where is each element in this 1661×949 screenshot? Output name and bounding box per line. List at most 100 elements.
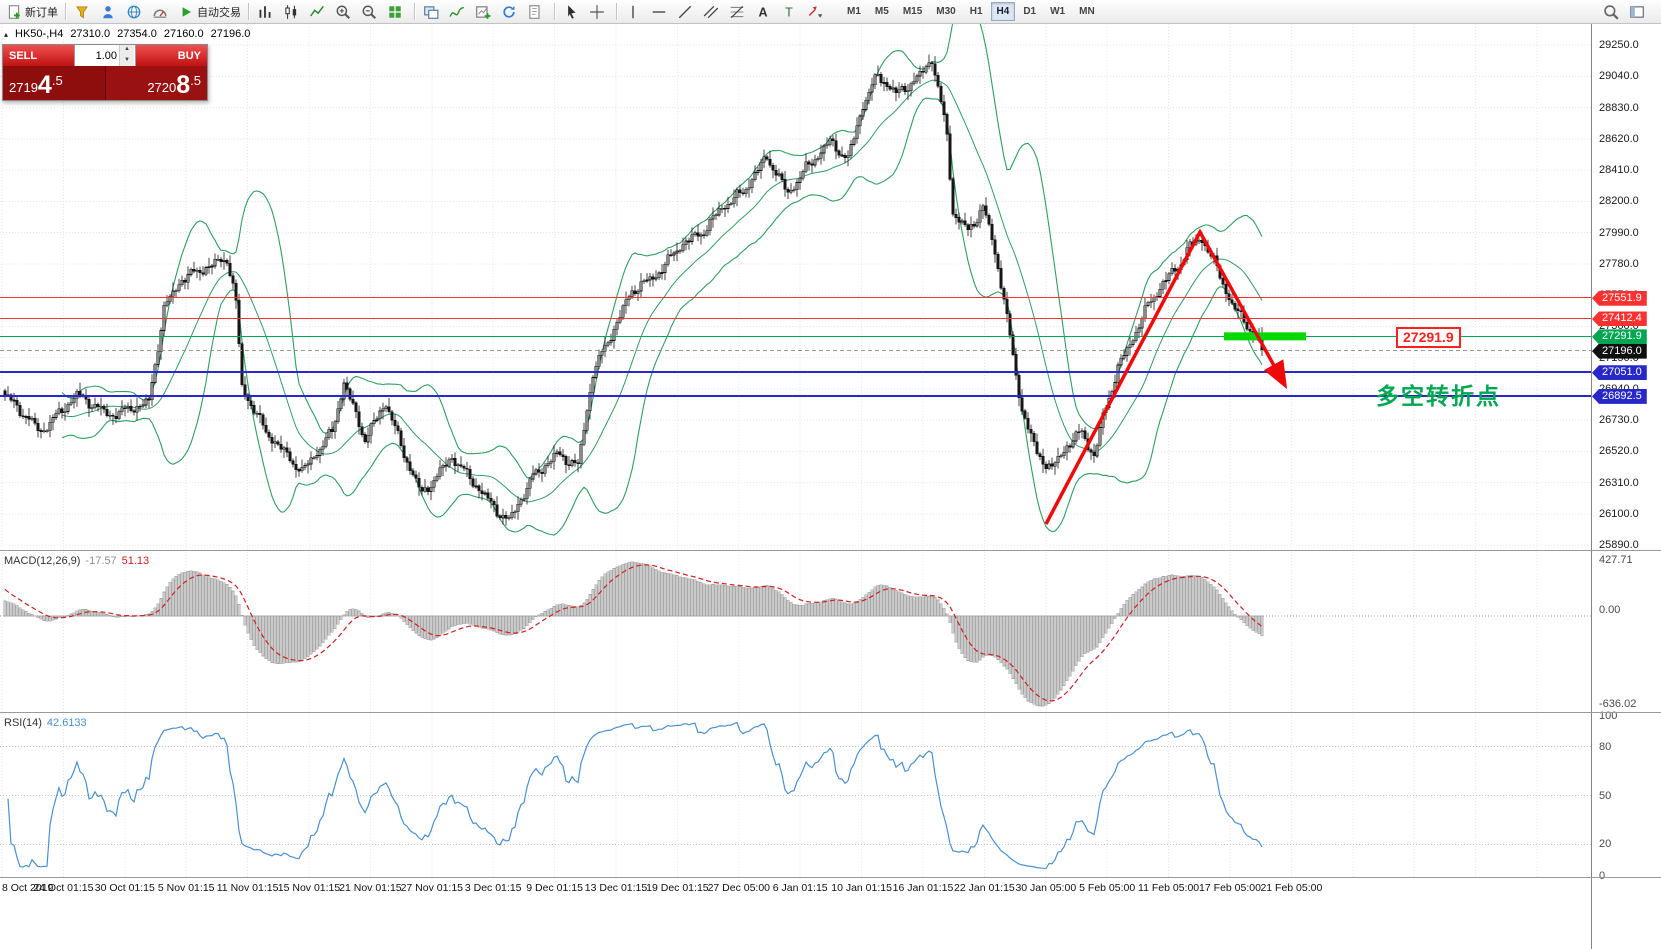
market-watch-button[interactable] bbox=[71, 1, 97, 23]
panel-separator[interactable] bbox=[0, 550, 1661, 551]
price-chart-canvas[interactable] bbox=[0, 24, 1591, 550]
turning-point-note[interactable]: 多空转折点 bbox=[1376, 383, 1501, 409]
time-label: 17 Feb 05:00 bbox=[1199, 882, 1261, 894]
text-icon: A bbox=[758, 5, 767, 19]
strategy-tester-button[interactable] bbox=[149, 1, 175, 23]
time-label: 13 Dec 01:15 bbox=[584, 882, 648, 894]
time-label: 6 Jan 01:15 bbox=[772, 882, 828, 894]
channel-tool-button[interactable] bbox=[700, 1, 726, 23]
timeframe-m5-button[interactable]: M5 bbox=[874, 6, 889, 17]
macd-panel-canvas[interactable] bbox=[0, 552, 1591, 712]
time-label: 30 Jan 05:00 bbox=[1015, 882, 1077, 894]
panel-separator[interactable] bbox=[0, 877, 1661, 878]
bars-icon bbox=[259, 5, 271, 18]
toolbar-separator bbox=[248, 3, 250, 20]
fibonacci-tool-button[interactable] bbox=[726, 1, 752, 23]
indicators-list-button[interactable] bbox=[446, 1, 472, 23]
volume-up-button[interactable]: ▲ bbox=[120, 45, 134, 56]
time-label: 22 Jan 01:15 bbox=[954, 882, 1015, 894]
timeframe-m1-button[interactable]: M1 bbox=[847, 6, 861, 17]
navigator-button[interactable] bbox=[97, 1, 123, 23]
buy-button[interactable]: BUY bbox=[136, 45, 207, 66]
y-axis-tick: 25890.0 bbox=[1599, 539, 1639, 551]
sell-price[interactable]: 2719 4.5 bbox=[3, 66, 105, 100]
timeframe-h1-button[interactable]: H1 bbox=[969, 6, 983, 17]
rsi-scale-80: 80 bbox=[1599, 740, 1612, 753]
vertical-line-tool-button[interactable] bbox=[622, 1, 648, 23]
price-scale[interactable]: 29250.0 29040.0 28830.0 28620.0 28410.0 28200… bbox=[1591, 24, 1661, 949]
search-button[interactable] bbox=[1600, 1, 1626, 23]
globe-icon bbox=[127, 5, 141, 18]
cursor-tool-button[interactable] bbox=[560, 1, 586, 23]
toolbar-separator bbox=[65, 3, 67, 20]
volume-down-button[interactable]: ▼ bbox=[120, 55, 134, 66]
tile-windows-button[interactable] bbox=[384, 1, 410, 23]
templates-button[interactable] bbox=[524, 1, 550, 23]
timeframe-m15-button[interactable]: M15 bbox=[902, 6, 923, 17]
price-level-tag: 27051.0 bbox=[1592, 365, 1647, 381]
person-icon bbox=[103, 5, 113, 18]
toolbar-separator bbox=[554, 3, 556, 20]
timeframe-m30-button[interactable]: M30 bbox=[936, 6, 956, 17]
toolbar: 新订单 自动交易 A T M1 M5 M15 M30 H1 H4 D1 W1 MN bbox=[0, 0, 1661, 24]
bollinger-band[interactable] bbox=[61, 97, 1263, 536]
arrow-shapes-tool-button[interactable] bbox=[804, 1, 830, 23]
macd-signal-value: 51.13 bbox=[121, 555, 150, 567]
timeframe-w1-button[interactable]: W1 bbox=[1050, 6, 1066, 17]
rsi-panel-canvas[interactable] bbox=[0, 714, 1591, 877]
polyline-icon bbox=[310, 5, 324, 16]
time-label: 10 Jan 01:15 bbox=[831, 882, 892, 894]
candlestick-mode-button[interactable] bbox=[280, 1, 306, 23]
buy-price-decimal: .5 bbox=[190, 73, 201, 88]
zoom-out-button[interactable] bbox=[358, 1, 384, 23]
trend-icon bbox=[678, 5, 692, 18]
panel-separator[interactable] bbox=[0, 712, 1661, 713]
candles-icon bbox=[285, 4, 297, 19]
y-axis-tick: 27780.0 bbox=[1599, 257, 1639, 270]
zoom-in-button[interactable] bbox=[332, 1, 358, 23]
sell-price-decimal: .5 bbox=[51, 73, 63, 88]
horizontal-line-tool-button[interactable] bbox=[648, 1, 674, 23]
text-label-tool-button[interactable]: T bbox=[778, 1, 804, 23]
price-level-tag: 26892.5 bbox=[1592, 388, 1647, 404]
line-chart-mode-button[interactable] bbox=[306, 1, 332, 23]
y-axis-tick: 29040.0 bbox=[1599, 70, 1639, 83]
volume-input[interactable] bbox=[75, 45, 119, 66]
new-chart-button[interactable] bbox=[472, 1, 498, 23]
trend-arrow[interactable] bbox=[1044, 228, 1288, 525]
channel-icon bbox=[703, 5, 719, 18]
rsi-value: 42.6133 bbox=[46, 717, 87, 729]
terminal-button[interactable] bbox=[123, 1, 149, 23]
sell-button[interactable]: SELL bbox=[3, 45, 74, 66]
new-order-button[interactable]: 新订单 bbox=[3, 1, 61, 23]
time-axis[interactable]: 8 Oct 2019 24 Oct 01:15 30 Oct 01:15 5 Nov … bbox=[0, 878, 1591, 900]
price-callout[interactable]: 27291.9 bbox=[1396, 327, 1461, 348]
toolbar-separator bbox=[616, 3, 618, 20]
bollinger-band[interactable] bbox=[61, 79, 1263, 503]
timeframe-mn-button[interactable]: MN bbox=[1079, 6, 1095, 17]
label-icon: T bbox=[785, 5, 793, 19]
autotrading-button[interactable]: 自动交易 bbox=[175, 1, 244, 23]
quote-low: 27160.0 bbox=[163, 28, 204, 40]
toolbar-buttons: 新订单 自动交易 A T bbox=[3, 1, 830, 23]
crosshair-tool-button[interactable] bbox=[586, 1, 612, 23]
buy-price[interactable]: 2720 8.5 bbox=[104, 66, 207, 100]
bollinger-band[interactable] bbox=[61, 24, 1263, 479]
arrange-windows-button[interactable] bbox=[420, 1, 446, 23]
macd-scale-zero: 0.00 bbox=[1599, 604, 1621, 616]
rsi-scale-0: 0 bbox=[1599, 870, 1606, 882]
time-label: 16 Jan 01:15 bbox=[892, 882, 954, 894]
rsi-scale-100: 100 bbox=[1599, 710, 1618, 722]
trendline-tool-button[interactable] bbox=[674, 1, 700, 23]
quick-panel-button[interactable] bbox=[1626, 1, 1652, 23]
timeframe-d1-button[interactable]: D1 bbox=[1023, 6, 1037, 17]
time-label: 5 Feb 05:00 bbox=[1079, 882, 1136, 894]
buy-price-big-digit: 8 bbox=[176, 71, 191, 99]
timeframe-h4-button[interactable]: H4 bbox=[990, 2, 1016, 21]
one-click-collapse-button[interactable]: ▴ bbox=[4, 29, 9, 39]
time-label: 11 Feb 05:00 bbox=[1138, 882, 1200, 894]
text-tool-button[interactable]: A bbox=[752, 1, 778, 23]
profiles-button[interactable] bbox=[498, 1, 524, 23]
bar-chart-mode-button[interactable] bbox=[254, 1, 280, 23]
time-label: 21 Nov 01:15 bbox=[339, 882, 402, 894]
